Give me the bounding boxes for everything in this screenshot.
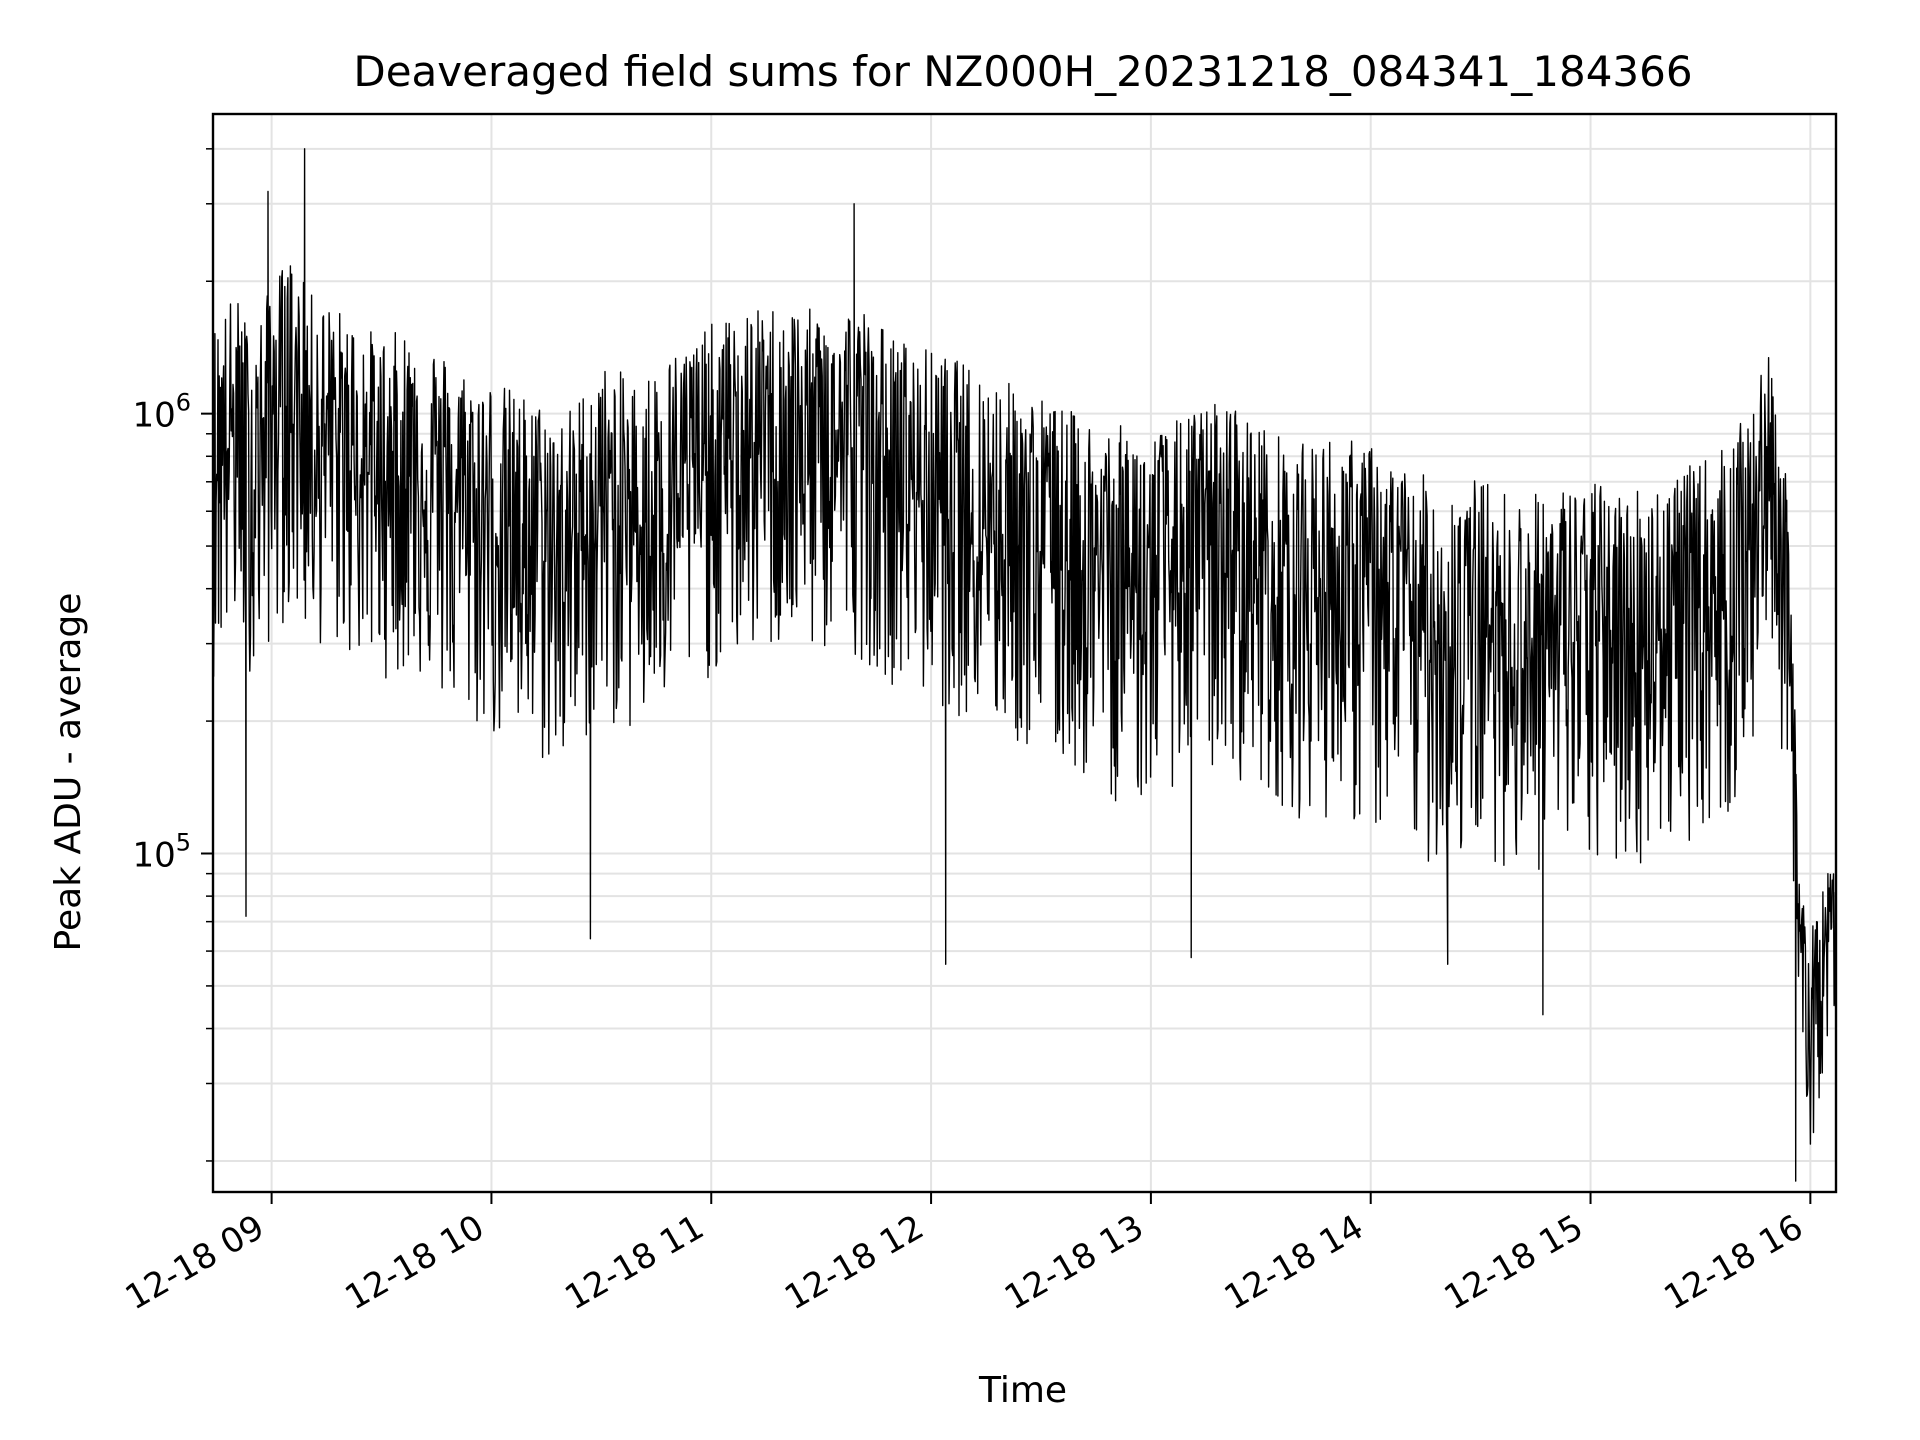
plot-frame-rect [211, 112, 1838, 1194]
y-tick-label: 105 [132, 829, 191, 876]
y-axis-label: Peak ADU - average [48, 593, 89, 952]
series-layer [212, 148, 1837, 1182]
chart-title: Deaveraged field sums for NZ000H_2023121… [353, 47, 1692, 96]
y-tick-label: 106 [132, 389, 191, 436]
series-line [212, 148, 1837, 1182]
x-axis-label: Time [978, 1370, 1067, 1411]
plot-frame [211, 112, 1838, 1194]
